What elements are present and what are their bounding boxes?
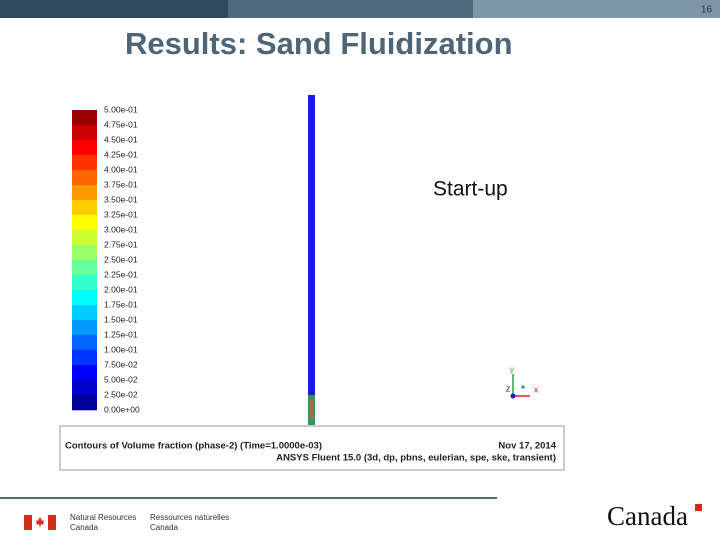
axis-dot xyxy=(521,385,525,389)
top-bar xyxy=(0,0,228,18)
maple-leaf xyxy=(36,517,44,528)
colorbar-label: 2.75e-01 xyxy=(104,239,138,249)
colorbar-swatch xyxy=(72,305,97,321)
colorbar-label: 5.00e-01 xyxy=(104,104,138,114)
flag xyxy=(24,515,56,530)
colorbar-label: 3.75e-01 xyxy=(104,179,138,189)
footer-en: Natural Resources xyxy=(70,513,136,522)
caption-date: Nov 17, 2014 xyxy=(498,441,556,452)
colorbar-swatch xyxy=(72,200,97,216)
colorbar-swatch xyxy=(72,350,97,366)
axis-label: x xyxy=(534,384,539,394)
flag-band xyxy=(48,515,56,530)
colorbar-label: 0.00e+00 xyxy=(104,404,140,414)
colorbar-swatch xyxy=(72,245,97,261)
colorbar-swatch xyxy=(72,260,97,276)
colorbar-label: 5.00e-02 xyxy=(104,374,138,384)
colorbar-swatch xyxy=(72,215,97,231)
top-bar xyxy=(473,0,720,18)
colorbar-swatch xyxy=(72,185,97,201)
annotation: Start-up xyxy=(433,178,508,201)
colorbar-label: 2.50e-01 xyxy=(104,254,138,264)
top-bar xyxy=(228,0,473,18)
canada-wordmark: Canada xyxy=(607,501,688,531)
colorbar-label: 1.75e-01 xyxy=(104,299,138,309)
caption-box xyxy=(59,425,565,471)
slide-title: Results: Sand Fluidization xyxy=(125,26,513,61)
colorbar-swatch xyxy=(72,230,97,246)
colorbar-label: 7.50e-02 xyxy=(104,359,138,369)
colorbar-swatch xyxy=(72,110,97,126)
footer-en: Canada xyxy=(70,523,99,532)
colorbar-swatch xyxy=(72,365,97,381)
colorbar-swatch xyxy=(72,155,97,171)
wordmark-flag xyxy=(695,504,702,511)
colorbar-label: 4.50e-01 xyxy=(104,134,138,144)
caption-text: Contours of Volume fraction (phase-2) (T… xyxy=(65,441,322,452)
colorbar-swatch xyxy=(72,170,97,186)
axis-z xyxy=(510,393,516,399)
colorbar-label: 1.25e-01 xyxy=(104,329,138,339)
colorbar-swatch xyxy=(72,125,97,141)
flag-band xyxy=(24,515,32,530)
colorbar-label: 4.75e-01 xyxy=(104,119,138,129)
page-number: 16 xyxy=(701,5,713,16)
colorbar-swatch xyxy=(72,395,97,411)
colorbar-swatch xyxy=(72,140,97,156)
colorbar-label: 3.00e-01 xyxy=(104,224,138,234)
colorbar-swatch xyxy=(72,335,97,351)
colorbar-label: 4.25e-01 xyxy=(104,149,138,159)
footer-fr: Ressources naturelles xyxy=(150,513,229,522)
colorbar-label: 2.25e-01 xyxy=(104,269,138,279)
axis-label: y xyxy=(510,365,514,374)
sand-bed xyxy=(309,400,314,420)
caption-software: ANSYS Fluent 15.0 (3d, dp, pbns, euleria… xyxy=(276,453,556,464)
colorbar-swatch xyxy=(72,320,97,336)
axes-triad: y z x xyxy=(506,365,539,399)
colorbar-swatch xyxy=(72,290,97,306)
colorbar-label: 3.25e-01 xyxy=(104,209,138,219)
colorbar-swatch xyxy=(72,380,97,396)
colorbar-label: 1.50e-01 xyxy=(104,314,138,324)
colorbar: 5.00e-01 4.75e-01 4.50e-01 4.25e-01 4.00e-01… xyxy=(72,104,140,414)
colorbar-label: 2.00e-01 xyxy=(104,284,138,294)
colorbar-label: 4.00e-01 xyxy=(104,164,138,174)
axis-label: z xyxy=(506,383,511,393)
colorbar-label: 2.50e-02 xyxy=(104,389,138,399)
colorbar-swatch xyxy=(72,275,97,291)
footer-fr: Canada xyxy=(150,523,179,532)
column xyxy=(308,95,315,425)
colorbar-label: 1.00e-01 xyxy=(104,344,138,354)
colorbar-label: 3.50e-01 xyxy=(104,194,138,204)
